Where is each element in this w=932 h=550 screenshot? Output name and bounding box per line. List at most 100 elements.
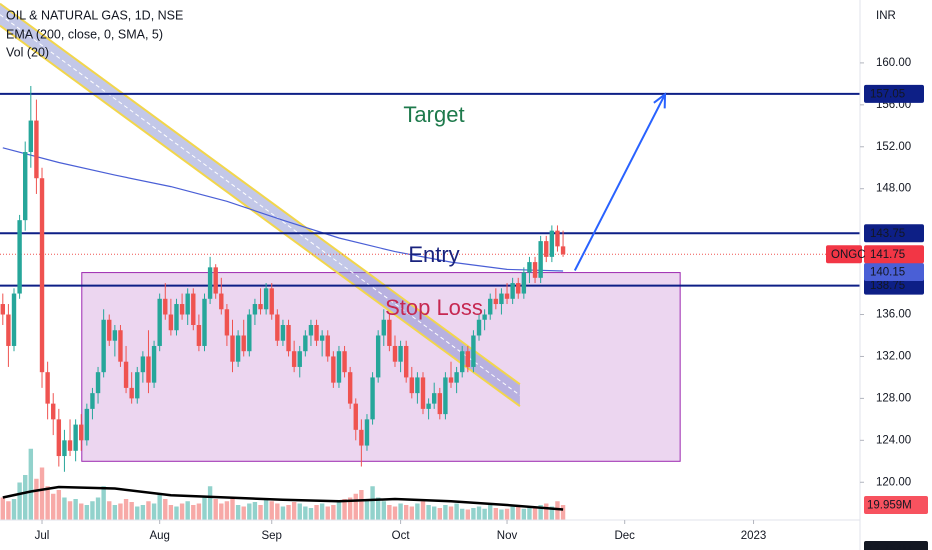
- candle-body: [544, 241, 549, 257]
- volume-bar: [157, 493, 162, 520]
- volume-bar: [443, 505, 448, 520]
- volume-bar: [202, 497, 207, 520]
- candle-body: [291, 351, 297, 367]
- candle-body: [23, 152, 28, 221]
- ema-last-label-box: [864, 263, 924, 282]
- volume-bar: [79, 503, 84, 520]
- trend-channel-mid: [0, 14, 521, 396]
- candle-body: [34, 120, 39, 179]
- candle-body: [331, 356, 336, 383]
- candle-body: [521, 272, 527, 294]
- volume-bar: [112, 505, 118, 520]
- volume-bar: [252, 502, 258, 520]
- symbol-tag: ONGC: [831, 249, 866, 261]
- candle-body: [252, 304, 258, 315]
- volume-label: Vol (20): [6, 45, 49, 59]
- volume-bar: [280, 506, 286, 520]
- volume-bar: [420, 501, 426, 520]
- candle-body: [129, 387, 134, 399]
- level-label-box: [864, 276, 924, 295]
- x-tick-label: Aug: [149, 530, 169, 542]
- volume-bar: [135, 506, 140, 520]
- x-tick-label: Oct: [392, 530, 411, 542]
- candle-body: [140, 356, 146, 373]
- candle-body: [549, 230, 555, 257]
- volume-bar: [235, 505, 241, 520]
- candle-body: [101, 319, 106, 373]
- volume-bar: [0, 497, 6, 520]
- volume-bar: [118, 503, 123, 520]
- volume-bar: [392, 506, 398, 520]
- volume-bar: [381, 501, 386, 520]
- candle-body: [174, 304, 179, 331]
- y-tick-label: 132.00: [876, 350, 911, 362]
- symbol-title: OIL & NATURAL GAS, 1D, NSE: [6, 8, 183, 22]
- candle-body: [314, 325, 319, 341]
- volume-bar: [460, 508, 465, 520]
- candle-body: [112, 330, 118, 341]
- volume-bar: [224, 501, 230, 520]
- volume-bar: [387, 505, 392, 520]
- volume-bar: [549, 506, 555, 520]
- level-label-box: [864, 84, 924, 103]
- candle-body: [230, 335, 235, 362]
- volume-bar: [560, 505, 566, 520]
- candle-body: [213, 267, 218, 294]
- candle-body: [454, 372, 459, 383]
- volume-bar: [291, 502, 297, 520]
- level-label: 143.75: [870, 228, 905, 240]
- target-note: Target: [403, 102, 464, 127]
- candle-body: [263, 288, 269, 310]
- volume-bar: [499, 509, 504, 520]
- x-tick-label: 2023: [741, 530, 767, 542]
- volume-last-label: 19.959M: [867, 500, 912, 512]
- volume-bar: [527, 506, 532, 520]
- candle-body: [67, 440, 73, 451]
- candle-body: [488, 298, 493, 315]
- volume-bar: [174, 506, 179, 520]
- candle-body: [499, 293, 504, 305]
- candle-body: [219, 293, 224, 310]
- target-arrow-head: [653, 92, 667, 109]
- candle-body: [0, 304, 6, 315]
- volume-bar: [185, 501, 190, 520]
- candle-body: [90, 393, 95, 409]
- volume-bar: [482, 508, 487, 520]
- candle-body: [443, 377, 448, 415]
- candle-body: [448, 377, 454, 383]
- candle-body: [191, 293, 196, 325]
- volume-bar: [275, 503, 280, 520]
- candle-body: [185, 293, 190, 315]
- volume-bar: [303, 506, 308, 520]
- candle-body: [28, 120, 34, 153]
- volume-bar: [521, 508, 527, 520]
- volume-bar: [263, 499, 269, 520]
- candle-body: [460, 351, 465, 373]
- candle-body: [420, 377, 426, 409]
- candle-body: [353, 403, 358, 430]
- volume-bar: [476, 506, 482, 520]
- candle-body: [146, 356, 151, 383]
- candle-body: [62, 440, 67, 457]
- volume-bar: [403, 505, 409, 520]
- volume-bar: [471, 508, 476, 520]
- x-tick-label: Nov: [497, 530, 518, 542]
- volume-bar: [11, 499, 17, 520]
- level-label: 157.05: [870, 88, 905, 100]
- volume-bar: [39, 467, 45, 520]
- candle-body: [17, 220, 22, 294]
- candle-body: [426, 403, 431, 409]
- y-tick-label: 148.00: [876, 183, 911, 195]
- volume-bar: [196, 503, 202, 520]
- candle-body: [6, 314, 11, 346]
- candle-body: [286, 325, 291, 352]
- volume-bar: [504, 508, 510, 520]
- volume-bar: [398, 503, 403, 520]
- candle-body: [532, 262, 538, 278]
- candle-body: [437, 393, 443, 415]
- y-tick-label: 128.00: [876, 392, 911, 404]
- axes: 160.00156.00152.00148.00136.00132.00128.…: [35, 57, 928, 550]
- volume-bar: [28, 448, 34, 520]
- volume-bar: [34, 478, 39, 520]
